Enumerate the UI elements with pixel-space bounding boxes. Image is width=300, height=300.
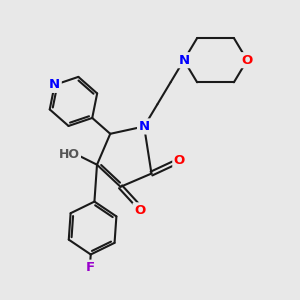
Text: O: O	[174, 154, 185, 167]
Text: N: N	[178, 54, 189, 67]
Text: HO: HO	[58, 148, 80, 161]
Text: N: N	[49, 78, 60, 92]
Text: O: O	[134, 204, 145, 217]
Text: N: N	[139, 120, 150, 133]
Text: F: F	[85, 261, 94, 274]
Text: O: O	[242, 54, 253, 67]
